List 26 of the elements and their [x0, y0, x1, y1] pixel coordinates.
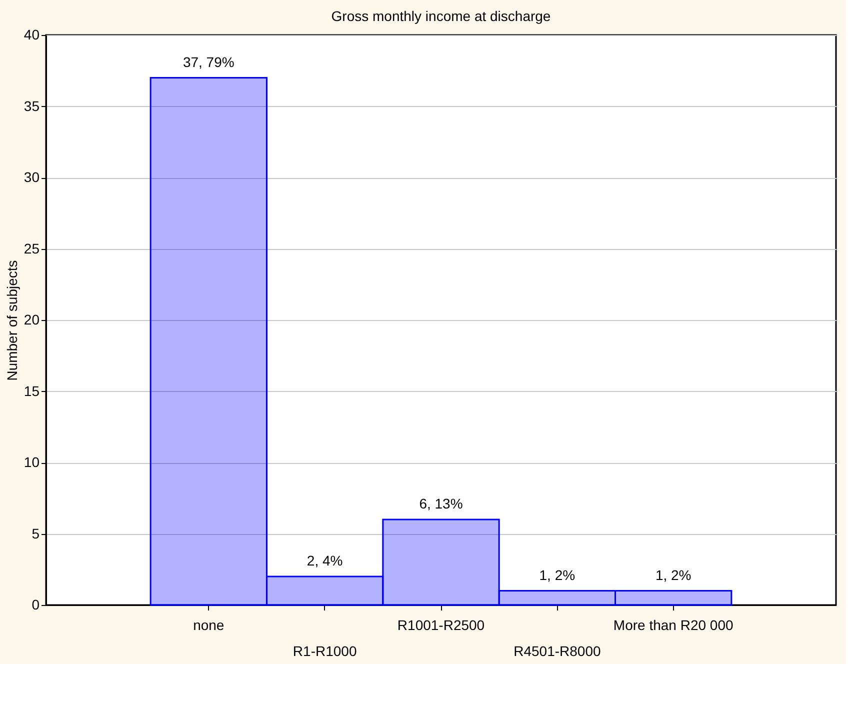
x-tick-label: R1001-R2500 — [397, 617, 485, 633]
data-label: 37, 79% — [182, 54, 234, 70]
x-tick-label: More than R20 000 — [613, 617, 734, 633]
y-tick-label: 20 — [24, 312, 40, 328]
bar — [382, 518, 500, 606]
y-tick-label: 25 — [24, 240, 40, 256]
y-tick-label: 15 — [24, 382, 40, 399]
y-tick-label: 10 — [24, 454, 40, 470]
chart-title: Gross monthly income at discharge — [331, 8, 551, 24]
x-tick-label: R1-R1000 — [292, 643, 357, 659]
y-tick-label: 0 — [32, 596, 40, 612]
data-label: 1, 2% — [539, 566, 576, 583]
x-tick-label: none — [193, 617, 224, 633]
bar — [266, 576, 384, 606]
data-label: 6, 13% — [419, 496, 463, 512]
y-axis-title: Number of subjects — [4, 260, 20, 381]
y-tick-label: 40 — [24, 26, 40, 42]
bar — [614, 590, 732, 606]
y-tick-label: 5 — [32, 525, 40, 542]
y-tick-label: 35 — [24, 98, 40, 114]
bar — [498, 590, 616, 606]
bar — [150, 77, 268, 606]
data-label: 2, 4% — [306, 552, 343, 568]
y-tick-label: 30 — [24, 169, 40, 185]
x-tick-label: R4501-R8000 — [514, 643, 601, 659]
data-label: 1, 2% — [655, 566, 692, 583]
